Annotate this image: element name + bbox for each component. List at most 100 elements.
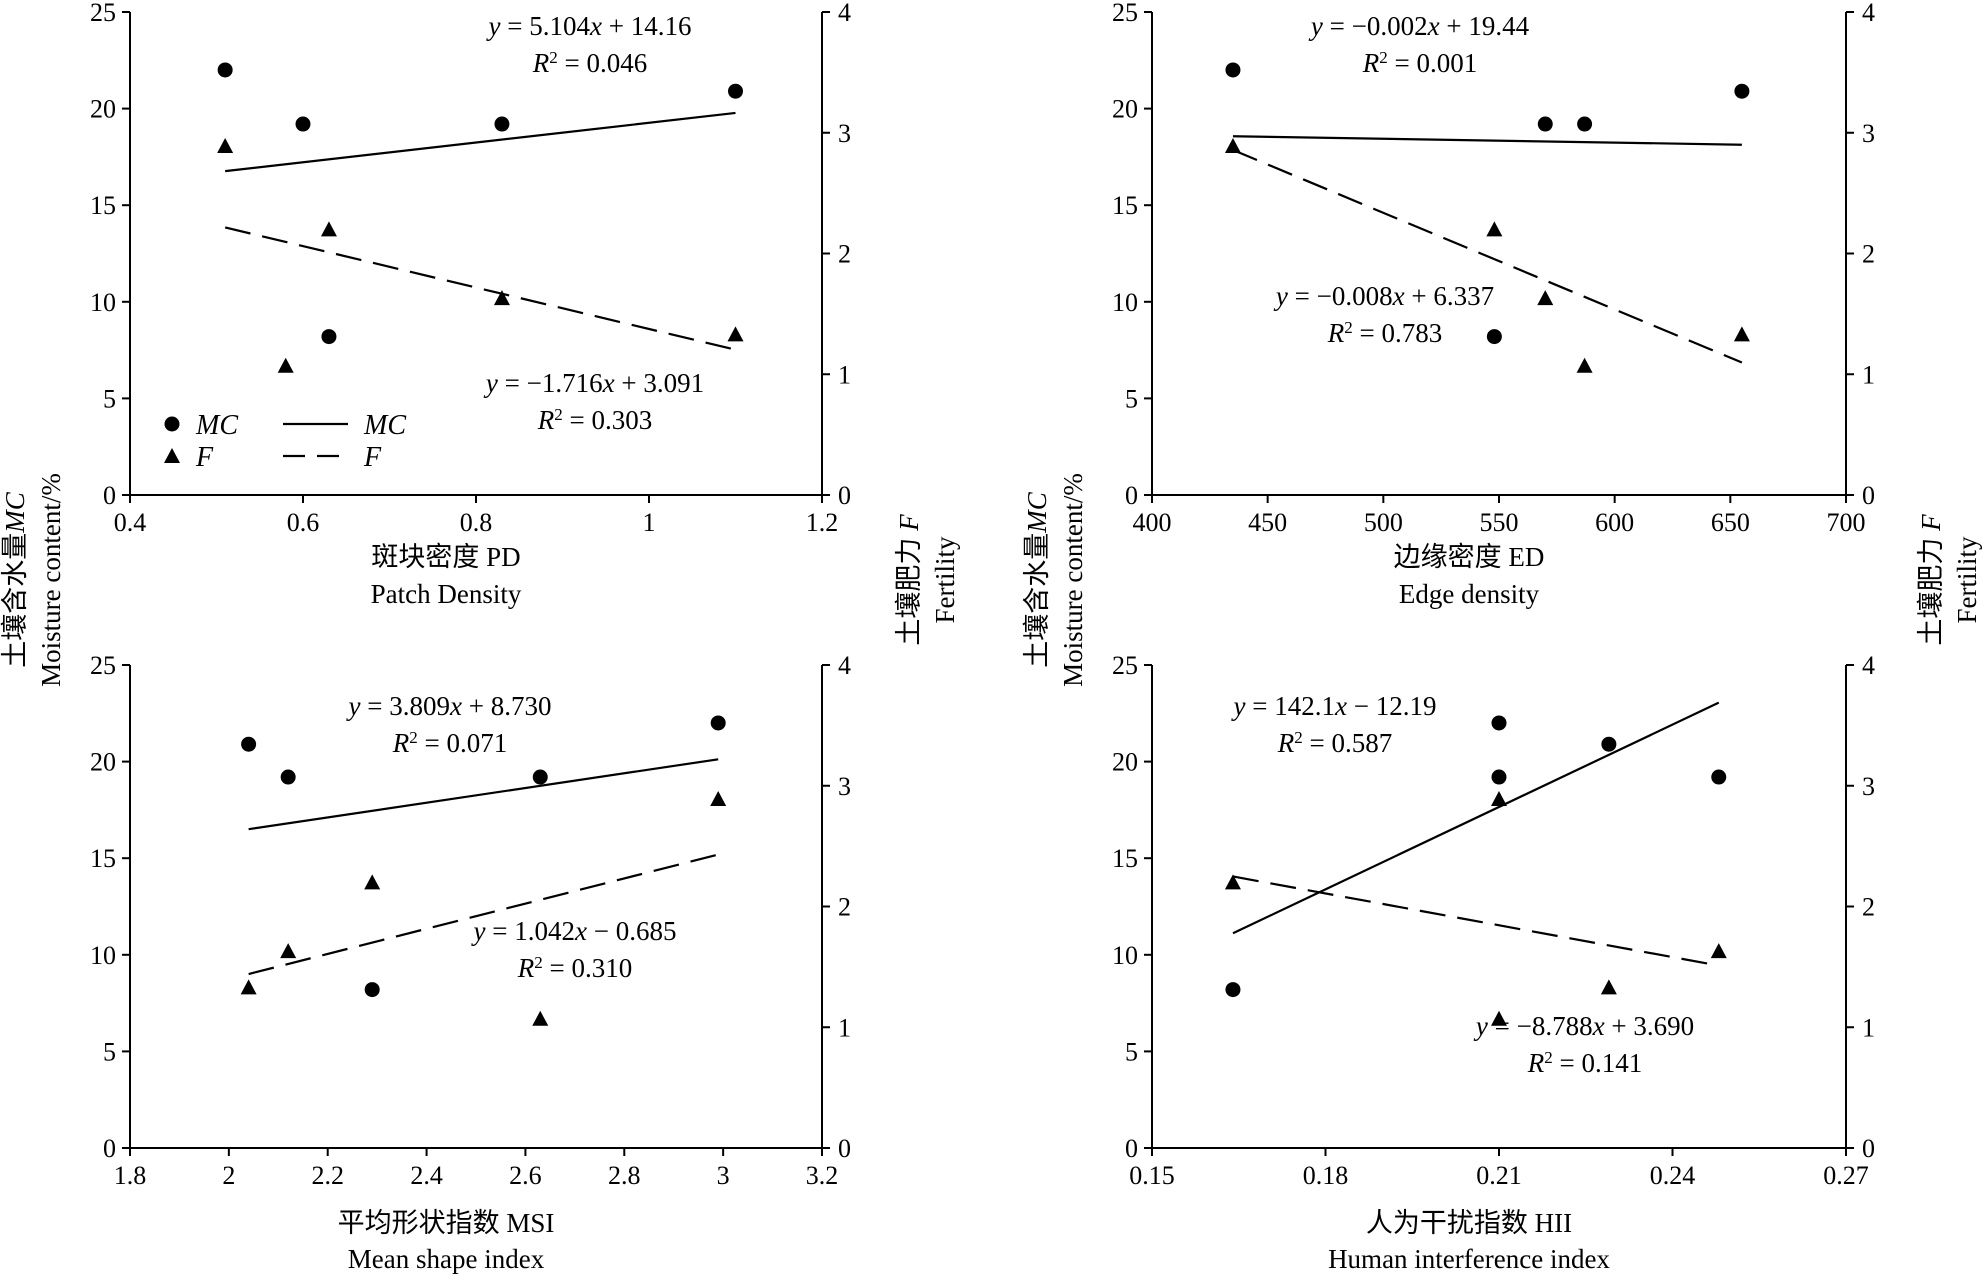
x-tick-label: 2.2 <box>311 1161 344 1190</box>
x-axis-label-en: Human interference index <box>1328 1244 1610 1274</box>
f-point <box>710 791 727 807</box>
x-tick-label: 0.15 <box>1129 1161 1175 1190</box>
y-left-label-right-en: Moisture content/% <box>1058 473 1088 687</box>
y-left-tick-label: 10 <box>1112 941 1138 970</box>
f-point <box>1710 943 1727 959</box>
y-left-tick-label: 25 <box>90 0 116 27</box>
y-right-tick-label: 1 <box>838 1013 851 1042</box>
f-point <box>1224 138 1241 154</box>
y-left-label-left-cn: 土壤含水量MC <box>0 491 30 667</box>
f-point <box>1491 1010 1507 1026</box>
mc-fit-line <box>248 758 719 831</box>
y-left-tick-label: 25 <box>1112 0 1138 27</box>
x-tick-label: 0.21 <box>1476 1161 1522 1190</box>
x-tick-label: 0.6 <box>287 508 320 537</box>
x-tick-label: 2 <box>222 1161 235 1190</box>
y-right-tick-label: 1 <box>838 360 851 389</box>
y-left-tick-label: 5 <box>103 384 116 413</box>
mc-r-squared: R2 = 0.071 <box>392 728 507 759</box>
legend-mc-line-label: MC <box>363 410 406 441</box>
mc-point <box>728 83 743 99</box>
y-right-tick-label: 4 <box>838 651 851 680</box>
y-right-tick-label: 4 <box>1862 651 1875 680</box>
x-tick-label: 2.8 <box>608 1161 641 1190</box>
f-point <box>1600 979 1617 995</box>
y-right-tick-label: 1 <box>1862 1013 1875 1042</box>
y-left-tick-label: 5 <box>1125 1037 1138 1066</box>
y-right-tick-label: 0 <box>838 481 851 510</box>
y-left-tick-label: 20 <box>1112 95 1138 124</box>
y-left-tick-label: 15 <box>1112 844 1138 873</box>
x-tick-label: 2.6 <box>509 1161 542 1190</box>
y-right-label-left-en: Fertility <box>930 536 960 623</box>
y-left-tick-label: 15 <box>90 191 116 220</box>
y-right-label-left-cn: 土壤肥力 F <box>894 514 924 646</box>
y-right-tick-label: 4 <box>1862 0 1875 27</box>
f-point <box>277 357 294 373</box>
x-tick-label: 500 <box>1364 508 1403 537</box>
x-tick-label: 0.4 <box>114 508 147 537</box>
y-right-tick-label: 3 <box>1862 119 1875 148</box>
f-equation: y = −8.788x + 3.690 <box>1473 1011 1694 1041</box>
f-r-squared: R2 = 0.141 <box>1527 1048 1642 1079</box>
f-point <box>727 326 744 342</box>
mc-point <box>1734 83 1750 99</box>
f-point <box>1224 874 1241 890</box>
y-right-tick-label: 1 <box>1862 360 1875 389</box>
mc-point <box>1491 715 1507 731</box>
y-right-tick-label: 2 <box>838 240 851 269</box>
y-left-tick-label: 5 <box>103 1037 116 1066</box>
y-right-tick-label: 0 <box>1862 1134 1875 1163</box>
y-left-label-left: 土壤含水量MC Moisture content/% <box>0 473 66 687</box>
x-tick-label: 1 <box>643 508 656 537</box>
y-left-tick-label: 20 <box>1112 748 1138 777</box>
f-point <box>1733 326 1750 342</box>
x-tick-label: 0.27 <box>1823 1161 1869 1190</box>
y-right-tick-label: 3 <box>1862 772 1875 801</box>
x-tick-label: 550 <box>1480 508 1519 537</box>
f-point <box>364 874 381 890</box>
x-tick-label: 700 <box>1827 508 1866 537</box>
f-point <box>1576 357 1593 373</box>
f-equation: y = −0.008x + 6.337 <box>1273 281 1494 311</box>
x-tick-label: 2.4 <box>410 1161 443 1190</box>
f-equation: y = 1.042x − 0.685 <box>471 916 677 946</box>
mc-point <box>1486 329 1502 345</box>
mc-point <box>364 982 380 998</box>
y-right-tick-label: 2 <box>1862 240 1875 269</box>
mc-point <box>1225 982 1241 998</box>
x-tick-label: 3 <box>717 1161 730 1190</box>
x-tick-label: 3.2 <box>806 1161 839 1190</box>
y-left-label-right-cn: 土壤含水量MC <box>1022 491 1052 667</box>
x-tick-label: 600 <box>1595 508 1634 537</box>
y-right-tick-label: 0 <box>838 1134 851 1163</box>
x-axis-label-en: Edge density <box>1399 579 1540 609</box>
y-right-tick-label: 2 <box>1862 893 1875 922</box>
legend-mc-point-label: MC <box>195 410 238 441</box>
y-right-label-right-en: Fertility <box>1952 536 1982 623</box>
f-point <box>320 221 337 237</box>
mc-fit-line <box>1232 701 1720 935</box>
f-fit-line <box>224 226 736 351</box>
x-axis-label-en: Mean shape index <box>348 1244 545 1274</box>
mc-fit-line <box>225 111 736 173</box>
f-point <box>1491 791 1507 807</box>
f-point <box>1537 290 1554 306</box>
mc-point <box>241 736 257 752</box>
y-left-tick-label: 25 <box>90 651 116 680</box>
x-tick-label: 0.8 <box>460 508 493 537</box>
y-left-tick-label: 20 <box>90 95 116 124</box>
f-point <box>217 138 234 154</box>
mc-point <box>1711 769 1727 785</box>
mc-point <box>295 116 311 132</box>
mc-point <box>1537 116 1553 132</box>
f-point <box>280 943 297 959</box>
mc-point <box>280 769 296 785</box>
legend-f-line-label: F <box>363 442 382 473</box>
